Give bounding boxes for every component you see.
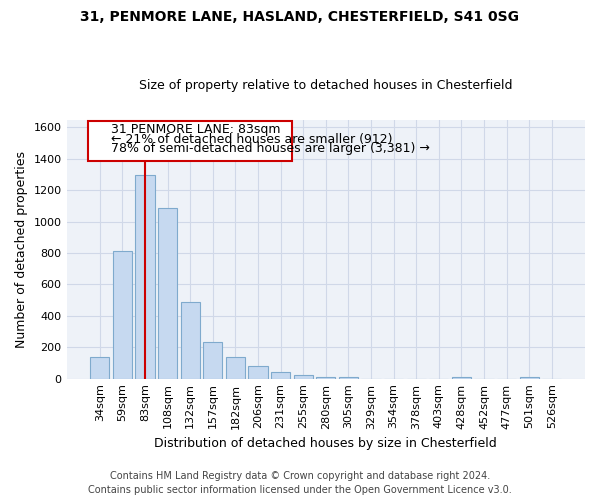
Text: Contains HM Land Registry data © Crown copyright and database right 2024.
Contai: Contains HM Land Registry data © Crown c… <box>88 471 512 495</box>
Bar <box>248 366 268 378</box>
Text: ← 21% of detached houses are smaller (912): ← 21% of detached houses are smaller (91… <box>111 133 392 146</box>
X-axis label: Distribution of detached houses by size in Chesterfield: Distribution of detached houses by size … <box>154 437 497 450</box>
Bar <box>316 377 335 378</box>
Bar <box>136 174 155 378</box>
Bar <box>158 208 177 378</box>
Text: 78% of semi-detached houses are larger (3,381) →: 78% of semi-detached houses are larger (… <box>111 142 430 156</box>
Bar <box>90 356 109 378</box>
Bar <box>293 375 313 378</box>
Bar <box>113 252 132 378</box>
Bar <box>452 377 471 378</box>
Bar <box>226 358 245 378</box>
Text: 31 PENMORE LANE: 83sqm: 31 PENMORE LANE: 83sqm <box>111 124 281 136</box>
Bar <box>271 372 290 378</box>
Bar <box>181 302 200 378</box>
Bar <box>520 377 539 378</box>
Title: Size of property relative to detached houses in Chesterfield: Size of property relative to detached ho… <box>139 79 512 92</box>
Bar <box>203 342 223 378</box>
Text: 31, PENMORE LANE, HASLAND, CHESTERFIELD, S41 0SG: 31, PENMORE LANE, HASLAND, CHESTERFIELD,… <box>80 10 520 24</box>
Bar <box>88 121 292 161</box>
Y-axis label: Number of detached properties: Number of detached properties <box>15 150 28 348</box>
Bar <box>339 377 358 378</box>
